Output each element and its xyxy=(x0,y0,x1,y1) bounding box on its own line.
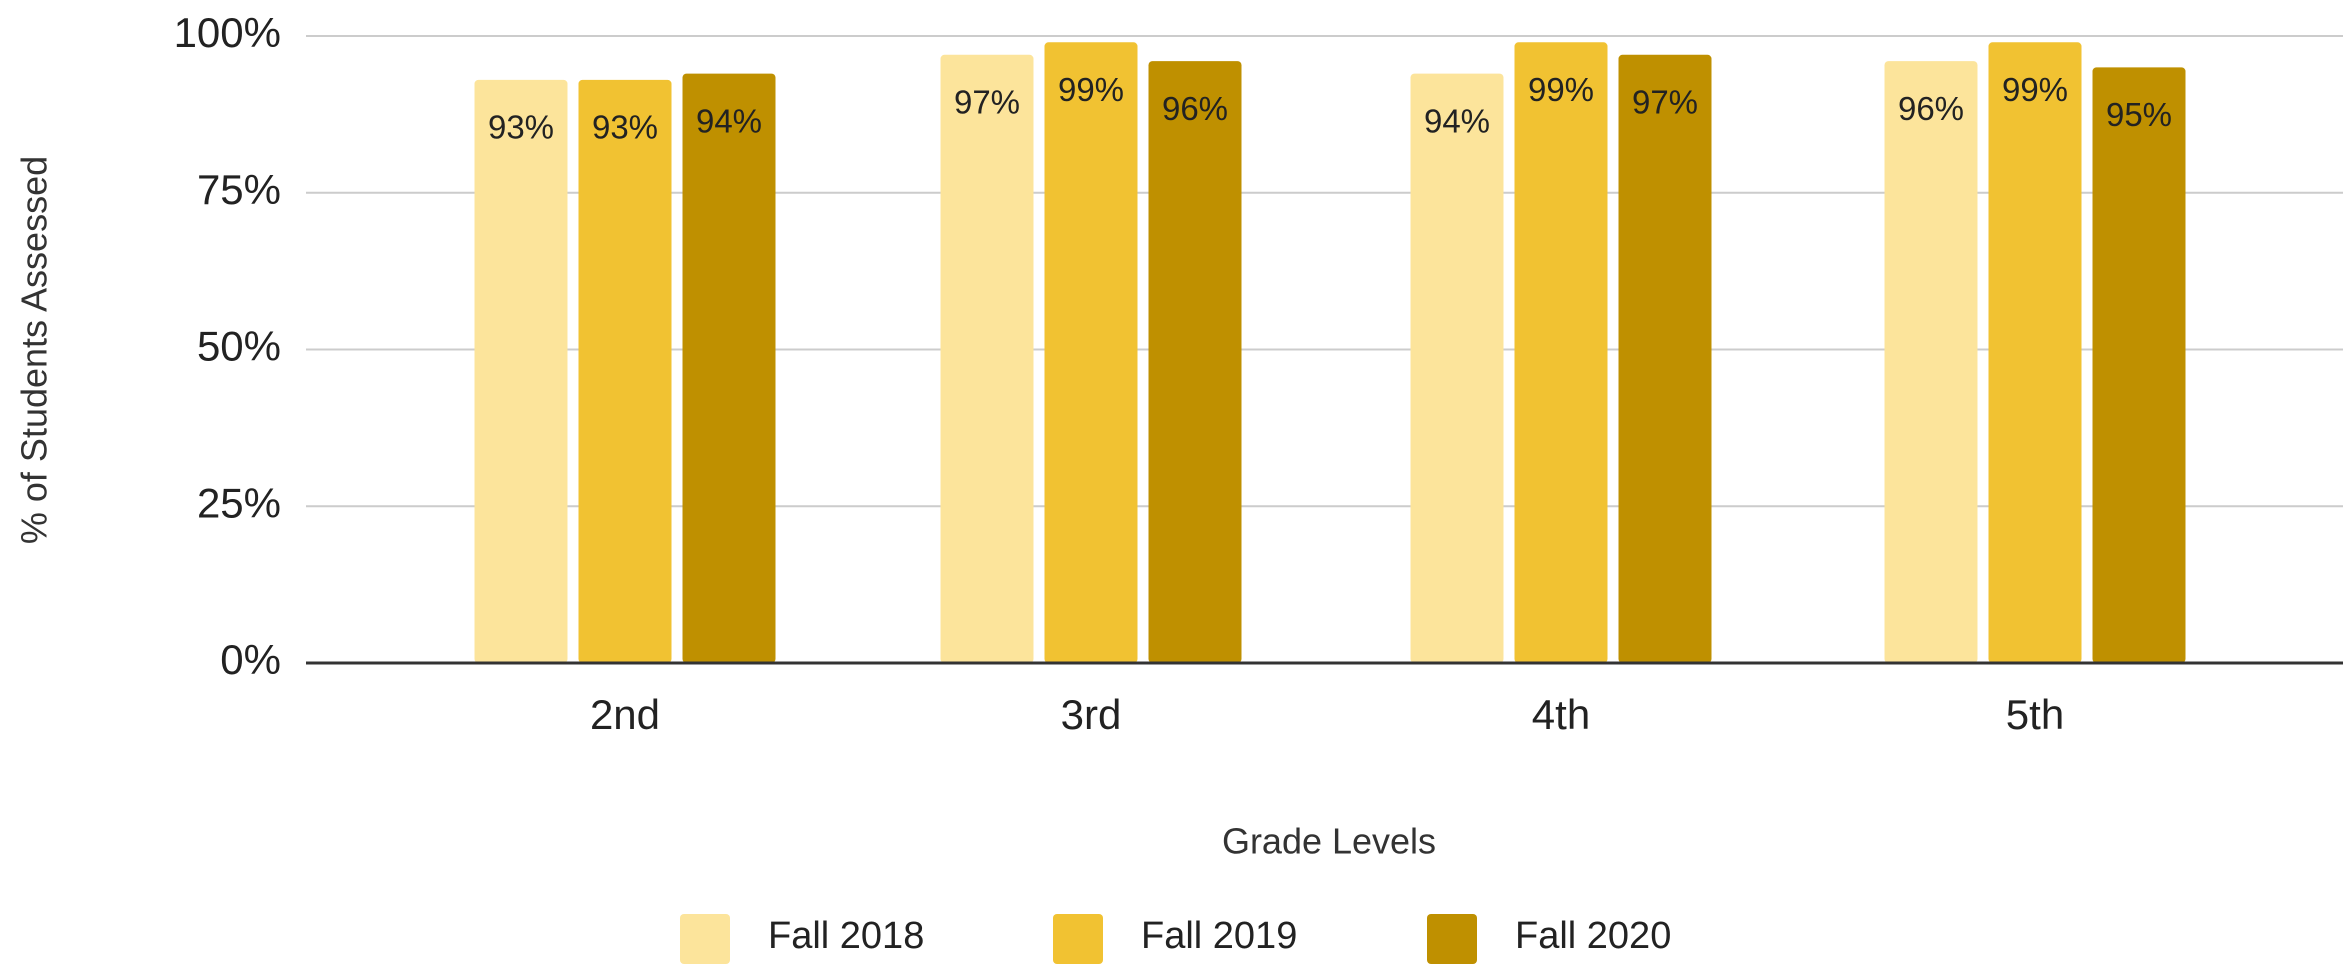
value-label: 97% xyxy=(1632,84,1698,121)
x-tick-label: 4th xyxy=(1532,691,1590,738)
bar xyxy=(1148,61,1242,663)
y-tick-label: 0% xyxy=(220,636,281,683)
value-label: 94% xyxy=(696,102,762,139)
value-label: 96% xyxy=(1162,90,1228,127)
legend-label: Fall 2019 xyxy=(1141,915,1297,957)
y-axis-title: % of Students Assessed xyxy=(14,156,55,544)
legend-label: Fall 2020 xyxy=(1515,915,1671,957)
bar xyxy=(1988,42,2082,663)
bar xyxy=(578,79,672,663)
legend-swatch xyxy=(680,914,730,964)
legend-swatch xyxy=(1053,914,1103,964)
x-tick-label: 2nd xyxy=(590,691,660,738)
y-tick-label: 75% xyxy=(197,166,281,213)
value-label: 99% xyxy=(1058,71,1124,108)
x-axis-title: Grade Levels xyxy=(1222,821,1436,862)
value-label: 99% xyxy=(2002,71,2068,108)
value-label: 93% xyxy=(592,109,658,146)
value-label: 96% xyxy=(1898,90,1964,127)
value-label: 93% xyxy=(488,109,554,146)
y-tick-label: 50% xyxy=(197,323,281,370)
bar xyxy=(1044,42,1138,663)
bar xyxy=(1410,73,1504,664)
bar xyxy=(474,79,568,663)
value-label: 94% xyxy=(1424,102,1490,139)
bar xyxy=(2092,67,2186,664)
y-tick-label: 25% xyxy=(197,479,281,526)
bar xyxy=(940,54,1034,664)
bar xyxy=(1514,42,1608,663)
value-label: 97% xyxy=(954,84,1020,121)
legend-swatch xyxy=(1427,914,1477,964)
bar xyxy=(682,73,776,664)
x-tick-label: 5th xyxy=(2006,691,2064,738)
value-label: 99% xyxy=(1528,71,1594,108)
y-tick-label: 100% xyxy=(174,9,281,56)
legend-label: Fall 2018 xyxy=(768,915,924,957)
value-label: 95% xyxy=(2106,96,2172,133)
bar xyxy=(1884,61,1978,663)
x-tick-label: 3rd xyxy=(1061,691,1122,738)
bar xyxy=(1618,54,1712,664)
